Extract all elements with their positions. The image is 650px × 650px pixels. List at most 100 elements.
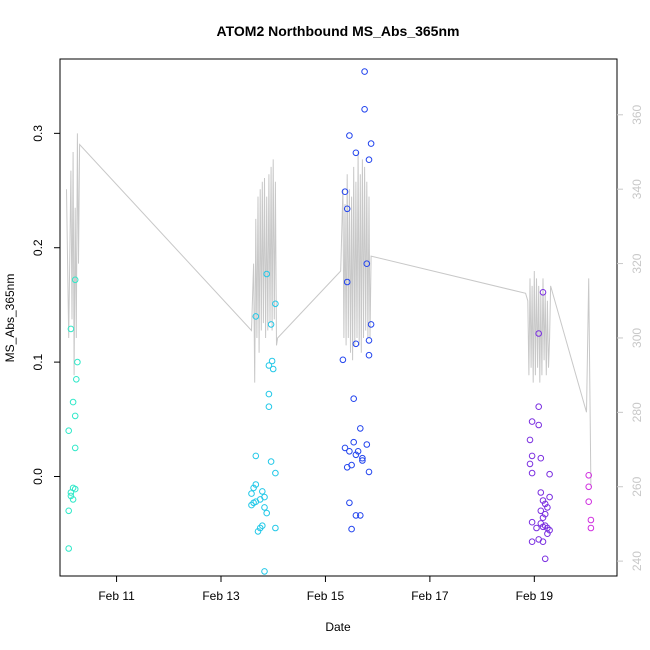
data-point (361, 106, 368, 113)
data-point (357, 425, 364, 432)
y2-tick-label: 240 (630, 551, 644, 571)
data-point (65, 507, 72, 515)
y-axis-label: MS_Abs_365nm (3, 274, 17, 363)
data-point (528, 418, 536, 425)
data-point (339, 356, 347, 364)
data-point (252, 452, 260, 460)
data-point (268, 357, 276, 365)
data-point (533, 524, 540, 532)
data-point (587, 516, 595, 524)
y2-axis: 240 260 280 300 320 340 360 (617, 104, 644, 571)
data-point (528, 469, 536, 477)
data-point (343, 278, 351, 286)
data-point (539, 289, 547, 296)
x-tick-label: Feb 17 (411, 589, 449, 603)
data-point (539, 514, 547, 522)
data-point (265, 390, 273, 398)
y2-tick-label: 260 (630, 476, 644, 496)
data-point (587, 524, 595, 532)
data-point (272, 300, 279, 308)
y-tick-label: 0.3 (31, 125, 45, 142)
data-point (585, 472, 593, 479)
data-point (250, 484, 257, 492)
data-point (546, 526, 553, 534)
data-point (365, 156, 373, 163)
data-point (357, 512, 364, 519)
data-point (367, 321, 375, 328)
data-point (263, 509, 271, 517)
data-point (69, 496, 77, 503)
data-point (367, 140, 375, 147)
data-point (67, 492, 75, 500)
data-point (535, 403, 543, 411)
x-tick-label: Feb 19 (516, 589, 554, 603)
y2-tick-label: 320 (630, 253, 644, 273)
data-point (252, 481, 260, 488)
data-point (363, 441, 371, 448)
data-point (254, 528, 262, 535)
secondary-line-layer (66, 133, 592, 487)
data-point (65, 427, 72, 435)
data-point (541, 500, 549, 508)
data-point (544, 530, 551, 538)
data-point (71, 485, 79, 493)
y-tick-label: 0.1 (31, 353, 45, 370)
data-point (352, 451, 360, 459)
data-point (539, 497, 547, 504)
data-point (341, 444, 349, 452)
data-point (259, 488, 266, 495)
data-point (341, 188, 349, 195)
data-point (528, 538, 536, 546)
data-point (250, 499, 257, 507)
data-point (256, 524, 264, 532)
data-point (261, 568, 268, 575)
data-point (343, 205, 351, 213)
data-point (535, 421, 543, 429)
x-tick-label: Feb 13 (202, 589, 240, 603)
data-point (71, 444, 79, 452)
data-point (267, 321, 275, 328)
data-point (546, 470, 553, 478)
data-point (352, 149, 360, 157)
data-point (261, 504, 268, 511)
data-point (352, 340, 360, 348)
data-point (541, 510, 549, 518)
x-axis-label: Date (325, 620, 351, 634)
data-point (265, 403, 273, 411)
data-point (526, 460, 534, 468)
data-point (537, 454, 545, 462)
data-point (73, 376, 80, 383)
data-point (346, 448, 353, 455)
data-point (365, 351, 373, 359)
x-axis: Feb 11 Feb 13 Feb 15 Feb 17 Feb 19 (98, 576, 553, 603)
x-tick-label: Feb 15 (307, 589, 345, 603)
data-point (544, 504, 551, 511)
y-tick-label: 0.0 (31, 468, 45, 485)
data-point (354, 448, 362, 455)
data-point (535, 330, 543, 337)
points-layer (65, 68, 595, 575)
data-point (526, 436, 534, 444)
data-point (272, 524, 279, 532)
data-point (69, 398, 77, 406)
data-point (71, 412, 79, 420)
y-tick-label: 0.2 (31, 239, 45, 256)
data-point (359, 457, 366, 464)
secondary-series-line (66, 133, 592, 487)
data-point (539, 523, 547, 531)
data-point (346, 499, 353, 507)
y2-tick-label: 300 (630, 328, 644, 348)
data-point (272, 469, 279, 477)
data-point (585, 498, 593, 506)
data-point (269, 365, 277, 373)
data-point (365, 337, 373, 344)
plot-frame (59, 58, 618, 577)
data-point (343, 464, 351, 471)
data-point (541, 555, 549, 563)
data-point (359, 454, 366, 462)
data-point (248, 490, 255, 497)
data-point (65, 545, 72, 552)
data-point (365, 468, 373, 476)
